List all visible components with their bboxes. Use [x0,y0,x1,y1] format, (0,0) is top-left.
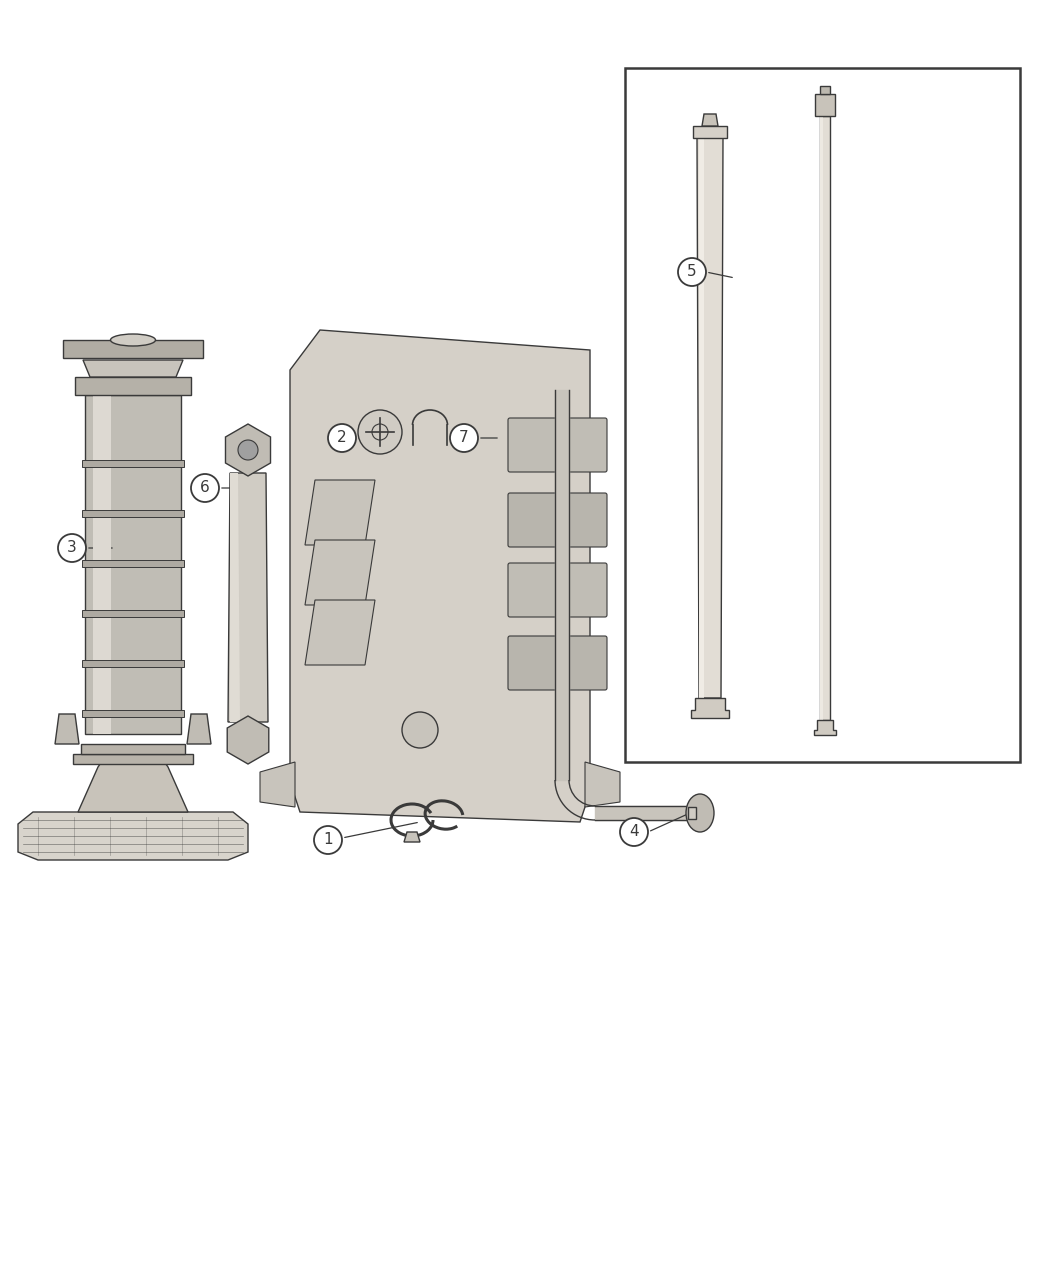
Text: 7: 7 [459,431,468,445]
Circle shape [238,440,258,460]
Text: 2: 2 [337,431,346,445]
Bar [625,68,1020,762]
Polygon shape [814,720,836,734]
Bar [82,710,184,717]
Circle shape [450,425,478,453]
FancyBboxPatch shape [508,564,607,617]
Polygon shape [83,360,183,377]
Polygon shape [304,479,375,544]
Polygon shape [404,833,420,842]
Text: 3: 3 [67,541,77,556]
Ellipse shape [686,794,714,833]
Polygon shape [260,762,295,807]
Polygon shape [227,717,269,764]
Polygon shape [820,116,830,720]
Circle shape [678,258,706,286]
Polygon shape [585,762,619,807]
Bar [820,85,830,94]
Circle shape [402,711,438,748]
Bar [82,660,184,667]
Circle shape [620,819,648,847]
Polygon shape [228,473,268,722]
Bar [93,395,111,734]
Polygon shape [699,138,704,697]
Bar [82,460,184,467]
Circle shape [191,474,219,502]
Polygon shape [691,697,729,718]
Bar [815,94,835,116]
Bar [85,395,181,734]
Ellipse shape [110,334,155,346]
Polygon shape [75,377,191,395]
Polygon shape [304,601,375,666]
Polygon shape [18,812,248,861]
Bar [63,340,203,358]
Polygon shape [226,425,271,476]
Polygon shape [702,113,718,126]
FancyBboxPatch shape [508,636,607,690]
Polygon shape [693,126,727,138]
Polygon shape [187,714,211,745]
Polygon shape [304,541,375,606]
Bar [82,560,184,567]
Circle shape [328,425,356,453]
Bar [74,754,193,764]
FancyBboxPatch shape [508,418,607,472]
FancyBboxPatch shape [508,493,607,547]
Bar [82,609,184,617]
Polygon shape [78,757,188,812]
Circle shape [358,411,402,454]
Circle shape [314,826,342,854]
Text: 6: 6 [201,481,210,496]
Polygon shape [697,138,723,697]
Circle shape [58,534,86,562]
Bar [81,745,185,754]
Polygon shape [230,473,240,722]
Polygon shape [820,116,823,720]
Text: 5: 5 [687,264,697,279]
Polygon shape [290,330,590,822]
Bar [688,807,696,819]
Bar [82,510,184,516]
Text: 4: 4 [629,825,638,839]
Text: 1: 1 [323,833,333,848]
Polygon shape [55,714,79,745]
